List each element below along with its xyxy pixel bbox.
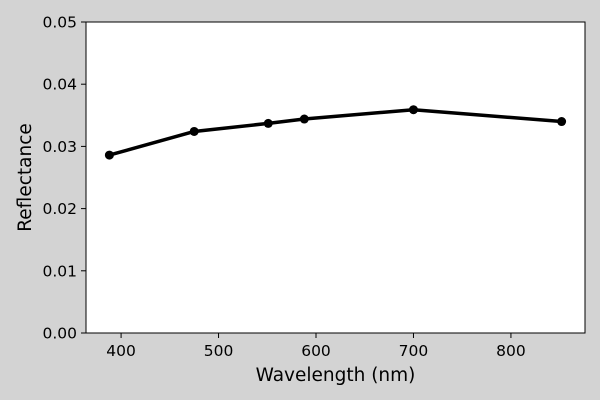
x-tick-label: 400 [106, 342, 136, 360]
data-point [104, 150, 114, 160]
x-tick-label: 800 [496, 342, 526, 360]
y-axis-ticks: 0.00 0.01 0.02 0.03 0.04 0.05 [42, 14, 86, 343]
y-tick-label: 0.02 [42, 200, 77, 218]
data-point [408, 105, 418, 115]
data-point [189, 126, 199, 136]
y-tick-label: 0.00 [42, 325, 77, 343]
x-tick-label: 700 [399, 342, 429, 360]
x-axis-ticks: 400 500 600 700 800 [106, 333, 526, 360]
data-point [557, 117, 567, 127]
y-axis-title: Reflectance [15, 123, 36, 231]
x-tick-label: 600 [301, 342, 331, 360]
y-tick-label: 0.03 [42, 138, 77, 156]
y-tick-label: 0.01 [42, 262, 77, 280]
plot-area [86, 22, 585, 333]
y-tick-label: 0.04 [42, 76, 77, 94]
x-axis-title: Wavelength (nm) [256, 365, 416, 386]
data-point [263, 118, 273, 128]
series-line [107, 107, 564, 157]
series-layer [104, 105, 567, 160]
data-point [299, 114, 309, 124]
y-tick-label: 0.05 [42, 14, 77, 32]
plot-frame [85, 21, 586, 334]
x-tick-label: 500 [204, 342, 234, 360]
